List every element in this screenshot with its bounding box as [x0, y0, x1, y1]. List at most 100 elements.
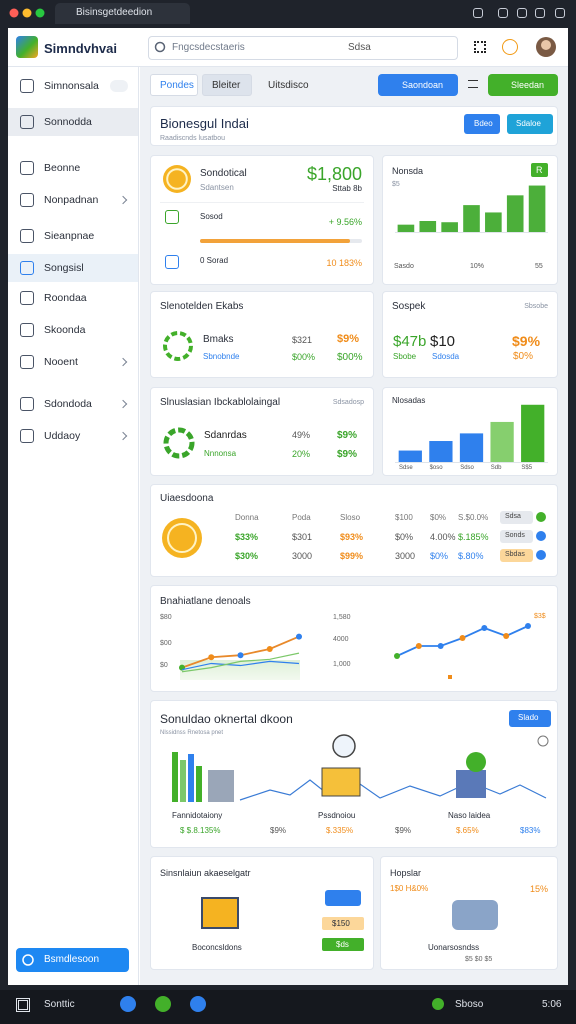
card-title: Hopslar — [390, 868, 422, 878]
metric-label: Pssdnoiou — [318, 811, 356, 820]
button-label[interactable]: Bdeo — [474, 119, 493, 128]
status-dot — [536, 531, 546, 541]
pill-label: $ds — [336, 940, 349, 949]
button-label[interactable]: Slado — [518, 713, 539, 722]
series-point — [481, 625, 488, 631]
row-label: Bmaks — [203, 334, 234, 345]
nav-item[interactable]: Uddaoy — [44, 430, 81, 442]
metric-value: $.65% — [456, 826, 479, 835]
bar — [485, 212, 502, 232]
pill-label: Sdsa — [505, 513, 521, 520]
row-label: Sdanrdas — [204, 430, 247, 441]
nav-item[interactable]: Beonne — [44, 162, 81, 174]
cell: $9% — [337, 449, 358, 460]
divider — [160, 202, 364, 203]
search-placeholder: Fngcsdecstaeris — [172, 42, 245, 53]
tab-label[interactable]: Pondes — [160, 80, 194, 91]
logo: Simndvhvai — [44, 41, 117, 56]
bar — [506, 195, 524, 232]
sidebar-dots — [110, 80, 128, 92]
button[interactable] — [507, 114, 553, 134]
status-pill — [500, 511, 533, 524]
axis-label: 1,000 — [333, 661, 351, 668]
bar — [398, 450, 422, 462]
table-cell: $100 — [395, 513, 413, 522]
nav-item[interactable]: Nooent — [44, 356, 78, 368]
section-subtitle: Raadiscnds lusatbou — [160, 135, 225, 142]
card-note: Sdsadosp — [332, 399, 364, 406]
nav-item[interactable]: Sonnodda — [44, 116, 92, 128]
table-cell: $93% — [340, 532, 364, 542]
table-cell: 4.00% — [430, 532, 456, 542]
nav-item[interactable]: Roondaa — [44, 292, 87, 304]
tab-label[interactable]: Uitsdisco — [268, 80, 309, 91]
metric-value: $.335% — [326, 826, 354, 835]
nav-item[interactable]: Sdondoda — [44, 398, 92, 410]
bar — [397, 224, 415, 232]
nav-item[interactable]: Nonpadnan — [44, 194, 99, 206]
axis-label: $80 — [160, 614, 172, 621]
icon — [20, 193, 34, 207]
tab[interactable] — [202, 74, 252, 96]
pill-label: Sonds — [505, 532, 525, 539]
table-cell: $0% — [395, 532, 414, 542]
window-control — [35, 8, 45, 18]
tab[interactable] — [150, 74, 198, 96]
axis-label: $00 — [160, 640, 172, 647]
illustration — [172, 752, 178, 802]
card-title: Slenotelden Ekabs — [160, 301, 244, 312]
cell: $321 — [292, 335, 313, 345]
notification-icon[interactable] — [502, 39, 518, 55]
button[interactable] — [464, 114, 500, 134]
table-cell: $99% — [340, 551, 364, 561]
start-icon — [16, 998, 30, 1012]
nav-item[interactable]: Skoonda — [44, 324, 86, 336]
illustration — [321, 767, 361, 797]
row-value: + 9.56% — [328, 217, 362, 227]
card-note: Sbsobe — [524, 303, 548, 310]
axis-label: $oso — [429, 465, 443, 471]
grid-icon[interactable] — [474, 41, 486, 53]
primary-action[interactable] — [378, 74, 458, 96]
series-point — [503, 633, 510, 639]
window-control — [22, 8, 32, 18]
metric-sublabel: Sdantsen — [200, 183, 234, 192]
bar — [429, 441, 453, 462]
table-cell: $0% — [430, 551, 449, 561]
tab-label[interactable]: Bleiter — [212, 80, 241, 91]
row-label: Nnnonsa — [204, 449, 237, 458]
secondary-action[interactable] — [488, 74, 558, 96]
series-point — [394, 653, 400, 659]
button-label[interactable]: Sdaloe — [516, 119, 541, 128]
card-title: Uiaesdoona — [160, 493, 214, 504]
nav-item[interactable]: Sieanpnae — [44, 230, 95, 242]
metric-change: $9% — [270, 826, 287, 835]
cell: $9% — [337, 430, 358, 441]
axis-label: Sdb — [490, 465, 502, 471]
footer-icon — [22, 954, 34, 966]
point-label: $3$ — [534, 613, 546, 620]
search-button[interactable]: Sdsa — [348, 42, 371, 53]
nav-item[interactable]: Simnonsala — [44, 80, 99, 92]
footer-button[interactable] — [16, 948, 129, 972]
action-label[interactable]: Saondoan — [402, 80, 444, 90]
button[interactable] — [509, 710, 551, 727]
icon — [20, 429, 34, 443]
section-title: Bionesgul Indai — [160, 116, 249, 131]
card-note: $5 — [392, 181, 400, 188]
action-label[interactable]: Sleedan — [511, 80, 545, 90]
illustration — [208, 770, 234, 802]
card-subtitle: Nlssidnss Rnetosa pnet — [160, 730, 224, 736]
table-cell: $33% — [235, 532, 259, 542]
axis-label: 55 — [535, 263, 543, 270]
search-box[interactable] — [148, 36, 458, 60]
metric-change: $83% — [520, 826, 541, 835]
progress-fill — [200, 239, 350, 243]
axis-label: S$5 — [521, 465, 533, 471]
metric-label: Fannidotaiony — [172, 811, 223, 820]
nav-item[interactable]: Songsisl — [44, 262, 84, 274]
illustration — [325, 890, 361, 906]
pill-label: $150 — [332, 919, 350, 928]
taskbar-app — [120, 996, 136, 1012]
